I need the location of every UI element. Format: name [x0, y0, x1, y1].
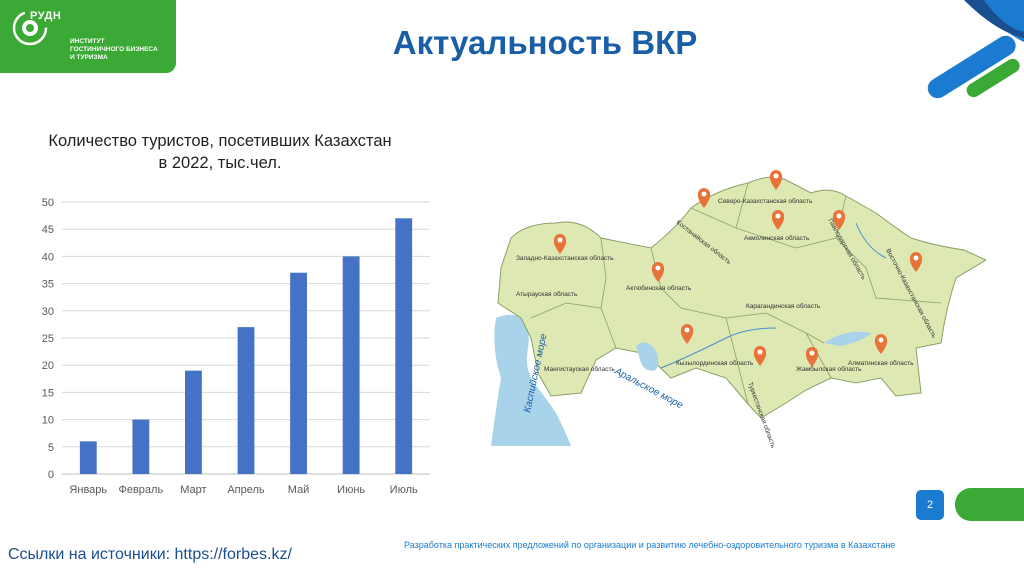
- map-label-kyzylorda: Кызылординская область: [676, 359, 754, 367]
- x-tick-label: Январь: [69, 484, 107, 496]
- bar: [237, 327, 255, 474]
- bar: [395, 218, 413, 474]
- chart-title: Количество туристов, посетивших Казахста…: [48, 132, 392, 172]
- logo-brand: РУДН: [30, 10, 62, 22]
- map-label-mangystau: Мангистауская область: [544, 365, 615, 373]
- location-pin-dot: [557, 237, 563, 243]
- x-tick-label: Апрель: [227, 484, 265, 496]
- x-tick-label: Май: [288, 484, 310, 496]
- map-label-karaganda: Карагандинская область: [746, 302, 821, 310]
- tourists-bar-chart: 0 5 10 15 20 25 30 35 40 45 50 Январь Февраль Март Апр…: [42, 197, 430, 496]
- location-pin-icon: [832, 210, 846, 230]
- location-pin-dot: [757, 349, 763, 355]
- location-pin-dot: [684, 327, 690, 333]
- location-pin-dot: [809, 350, 815, 356]
- location-pin-icon: [805, 347, 819, 367]
- y-tick-label: 40: [42, 251, 54, 263]
- y-tick-label: 0: [48, 469, 54, 481]
- bar: [185, 370, 202, 474]
- map-label-west-kazakhstan: Западно-Казахстанская область: [516, 254, 614, 262]
- location-pin-icon: [874, 334, 888, 354]
- y-tick-label: 15: [42, 387, 54, 399]
- location-pin-icon: [753, 346, 767, 366]
- y-tick-label: 10: [42, 415, 54, 427]
- y-tick-label: 50: [42, 197, 54, 209]
- balkhash-lake: [824, 331, 871, 346]
- map-label-atyrau: Атырауская область: [516, 290, 578, 298]
- y-tick-label: 25: [42, 333, 54, 345]
- map-label-north-kazakhstan: Северо-Казахстанская область: [718, 197, 813, 205]
- slide-title: Актуальность ВКР: [392, 24, 698, 61]
- location-pin-icon: [769, 170, 783, 190]
- y-tick-label: 20: [42, 360, 54, 372]
- x-tick-label: Июнь: [337, 484, 365, 496]
- map-label-aktobe: Актюбинская область: [626, 284, 692, 292]
- location-pin-icon: [680, 324, 694, 344]
- bar: [79, 441, 97, 474]
- x-tick-label: Март: [180, 484, 206, 496]
- location-pin-icon: [553, 234, 567, 254]
- aral-sea: [636, 342, 659, 371]
- map-label-almaty: Алматинская область: [848, 359, 914, 367]
- map-label-akmola: Акмолинская область: [744, 234, 810, 242]
- map-pins: [553, 170, 923, 367]
- institute-logo: РУДН ИНСТИТУТ ГОСТИНИЧНОГО БИЗНЕСА И ТУР…: [0, 0, 176, 73]
- location-pin-icon: [909, 252, 923, 272]
- location-pin-dot: [878, 337, 884, 343]
- y-tick-label: 35: [42, 279, 54, 291]
- map-label-zhambyl: Жамбылская область: [796, 365, 862, 373]
- caspian-sea: [491, 314, 571, 446]
- corner-decoration: [927, 0, 1024, 99]
- y-tick-label: 5: [48, 442, 54, 454]
- bar: [290, 272, 307, 474]
- rudn-emblem-icon: [12, 10, 48, 46]
- green-decoration-bar: [955, 488, 1024, 521]
- x-tick-label: Июль: [390, 484, 418, 496]
- bar: [342, 256, 360, 474]
- location-pin-dot: [655, 265, 661, 271]
- location-pin-icon: [697, 188, 711, 208]
- logo-institute-name: ИНСТИТУТ ГОСТИНИЧНОГО БИЗНЕСА И ТУРИЗМА: [70, 38, 158, 61]
- location-pin-dot: [773, 173, 779, 179]
- location-pin-dot: [775, 213, 781, 219]
- presentation-subtitle: Разработка практических предложений по о…: [404, 540, 896, 550]
- location-pin-icon: [771, 210, 785, 230]
- y-tick-label: 30: [42, 306, 54, 318]
- kazakhstan-map: Западно-Казахстанская область Атырауская…: [491, 170, 986, 450]
- y-tick-label: 45: [42, 224, 54, 236]
- location-pin-dot: [836, 213, 842, 219]
- location-pin-icon: [651, 262, 665, 282]
- location-pin-dot: [913, 255, 919, 261]
- location-pin-dot: [701, 191, 707, 197]
- bar: [132, 419, 150, 474]
- x-tick-label: Февраль: [118, 484, 163, 496]
- page-number: 2: [916, 490, 944, 520]
- sources-link[interactable]: Ссылки на источники: https://forbes.kz/: [8, 546, 292, 563]
